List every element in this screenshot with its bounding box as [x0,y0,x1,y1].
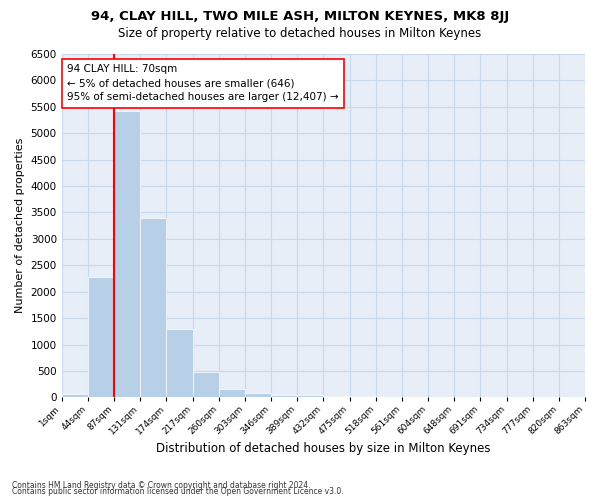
Bar [62,394,88,398]
Bar [297,395,323,398]
Bar [114,110,140,398]
Text: Contains public sector information licensed under the Open Government Licence v3: Contains public sector information licen… [12,487,344,496]
Y-axis label: Number of detached properties: Number of detached properties [15,138,25,314]
Text: 94, CLAY HILL, TWO MILE ASH, MILTON KEYNES, MK8 8JJ: 94, CLAY HILL, TWO MILE ASH, MILTON KEYN… [91,10,509,23]
Bar [323,396,350,398]
Bar [271,395,297,398]
Bar [350,396,376,398]
Text: Size of property relative to detached houses in Milton Keynes: Size of property relative to detached ho… [118,28,482,40]
Bar [140,218,166,398]
Bar [193,372,218,398]
X-axis label: Distribution of detached houses by size in Milton Keynes: Distribution of detached houses by size … [156,442,491,455]
Bar [88,277,114,398]
Text: Contains HM Land Registry data © Crown copyright and database right 2024.: Contains HM Land Registry data © Crown c… [12,481,311,490]
Bar [166,330,193,398]
Text: 94 CLAY HILL: 70sqm
← 5% of detached houses are smaller (646)
95% of semi-detach: 94 CLAY HILL: 70sqm ← 5% of detached hou… [67,64,338,102]
Bar [218,388,245,398]
Bar [245,394,271,398]
